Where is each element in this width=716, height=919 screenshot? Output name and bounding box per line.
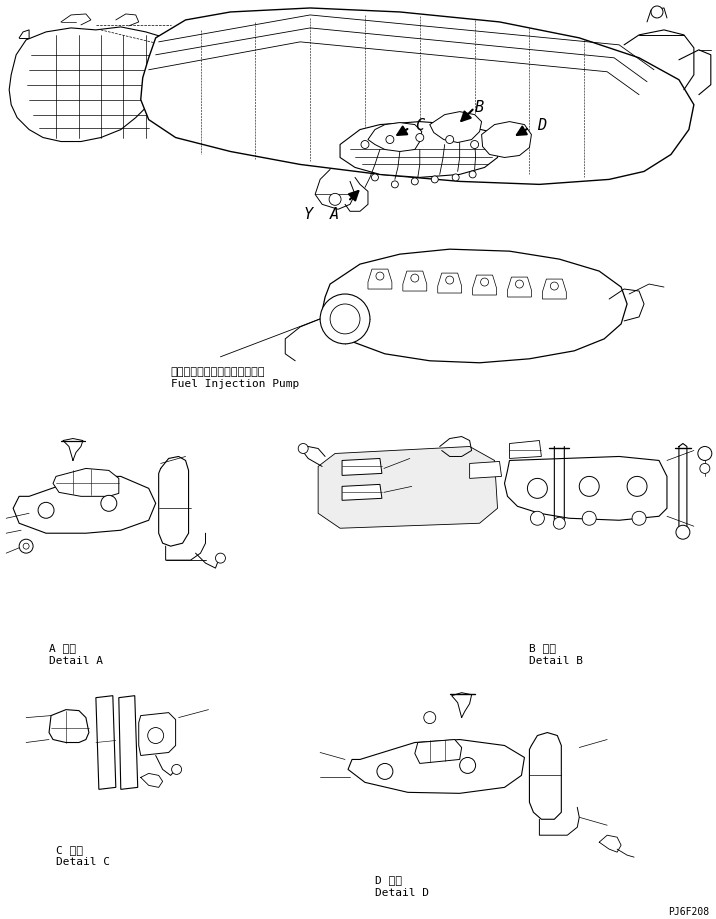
Polygon shape [368, 122, 422, 152]
Circle shape [445, 135, 454, 143]
Text: D 詳細: D 詳細 [375, 875, 402, 885]
Polygon shape [473, 275, 496, 295]
Circle shape [651, 6, 663, 18]
Polygon shape [430, 111, 482, 142]
Text: Fuel Injection Pump: Fuel Injection Pump [170, 379, 299, 389]
Circle shape [329, 193, 341, 205]
Text: B: B [475, 99, 484, 115]
Text: B 詳細: B 詳細 [529, 643, 556, 652]
Polygon shape [415, 740, 462, 764]
Circle shape [386, 135, 394, 143]
Circle shape [551, 282, 558, 290]
Circle shape [298, 444, 308, 453]
Circle shape [582, 511, 596, 526]
Circle shape [579, 476, 599, 496]
Text: Detail B: Detail B [529, 656, 584, 665]
Circle shape [453, 174, 459, 181]
Circle shape [431, 176, 438, 183]
Polygon shape [368, 269, 392, 289]
Polygon shape [403, 271, 427, 291]
Circle shape [172, 765, 182, 775]
Circle shape [698, 447, 712, 460]
Circle shape [19, 539, 33, 553]
Circle shape [627, 476, 647, 496]
Polygon shape [119, 696, 137, 789]
Circle shape [470, 141, 478, 149]
Circle shape [392, 181, 398, 187]
Circle shape [460, 757, 475, 774]
Circle shape [376, 272, 384, 280]
Text: PJ6F208: PJ6F208 [668, 907, 709, 917]
Circle shape [480, 278, 488, 286]
Circle shape [377, 764, 393, 779]
Text: Detail A: Detail A [49, 656, 103, 665]
Circle shape [553, 517, 566, 529]
Circle shape [101, 495, 117, 511]
Circle shape [531, 511, 544, 526]
Polygon shape [9, 27, 178, 142]
Circle shape [147, 728, 164, 743]
Polygon shape [348, 740, 524, 793]
Circle shape [424, 711, 436, 723]
Polygon shape [543, 279, 566, 299]
Polygon shape [342, 459, 382, 475]
Polygon shape [505, 457, 667, 520]
Circle shape [330, 304, 360, 334]
Polygon shape [53, 469, 119, 496]
Circle shape [445, 276, 454, 284]
Circle shape [700, 463, 710, 473]
Text: C: C [415, 118, 424, 132]
Text: Detail D: Detail D [375, 888, 429, 898]
Polygon shape [49, 709, 89, 743]
Polygon shape [470, 461, 501, 479]
Circle shape [528, 479, 547, 498]
Polygon shape [437, 273, 462, 293]
Polygon shape [340, 121, 500, 177]
Circle shape [676, 526, 690, 539]
Text: Detail C: Detail C [56, 857, 110, 868]
Text: A: A [330, 208, 339, 222]
Circle shape [23, 543, 29, 550]
Text: A 詳細: A 詳細 [49, 643, 76, 652]
Polygon shape [141, 8, 694, 185]
Circle shape [216, 553, 226, 563]
Circle shape [411, 274, 419, 282]
Polygon shape [322, 249, 627, 363]
Polygon shape [482, 121, 531, 157]
Text: C 詳細: C 詳細 [56, 845, 83, 856]
Text: フェルインジェクションポンプ: フェルインジェクションポンプ [170, 367, 265, 377]
Circle shape [469, 171, 476, 178]
Polygon shape [139, 712, 175, 755]
Circle shape [361, 141, 369, 149]
Circle shape [516, 280, 523, 288]
Circle shape [320, 294, 370, 344]
Circle shape [416, 133, 424, 142]
Circle shape [411, 178, 418, 185]
Circle shape [38, 503, 54, 518]
Polygon shape [318, 447, 498, 528]
Polygon shape [13, 476, 155, 533]
Polygon shape [342, 484, 382, 500]
Text: Y: Y [303, 208, 312, 222]
Polygon shape [96, 696, 116, 789]
Text: D: D [538, 118, 546, 132]
Polygon shape [510, 440, 541, 459]
Circle shape [632, 511, 646, 526]
Circle shape [372, 174, 379, 181]
Polygon shape [508, 277, 531, 297]
